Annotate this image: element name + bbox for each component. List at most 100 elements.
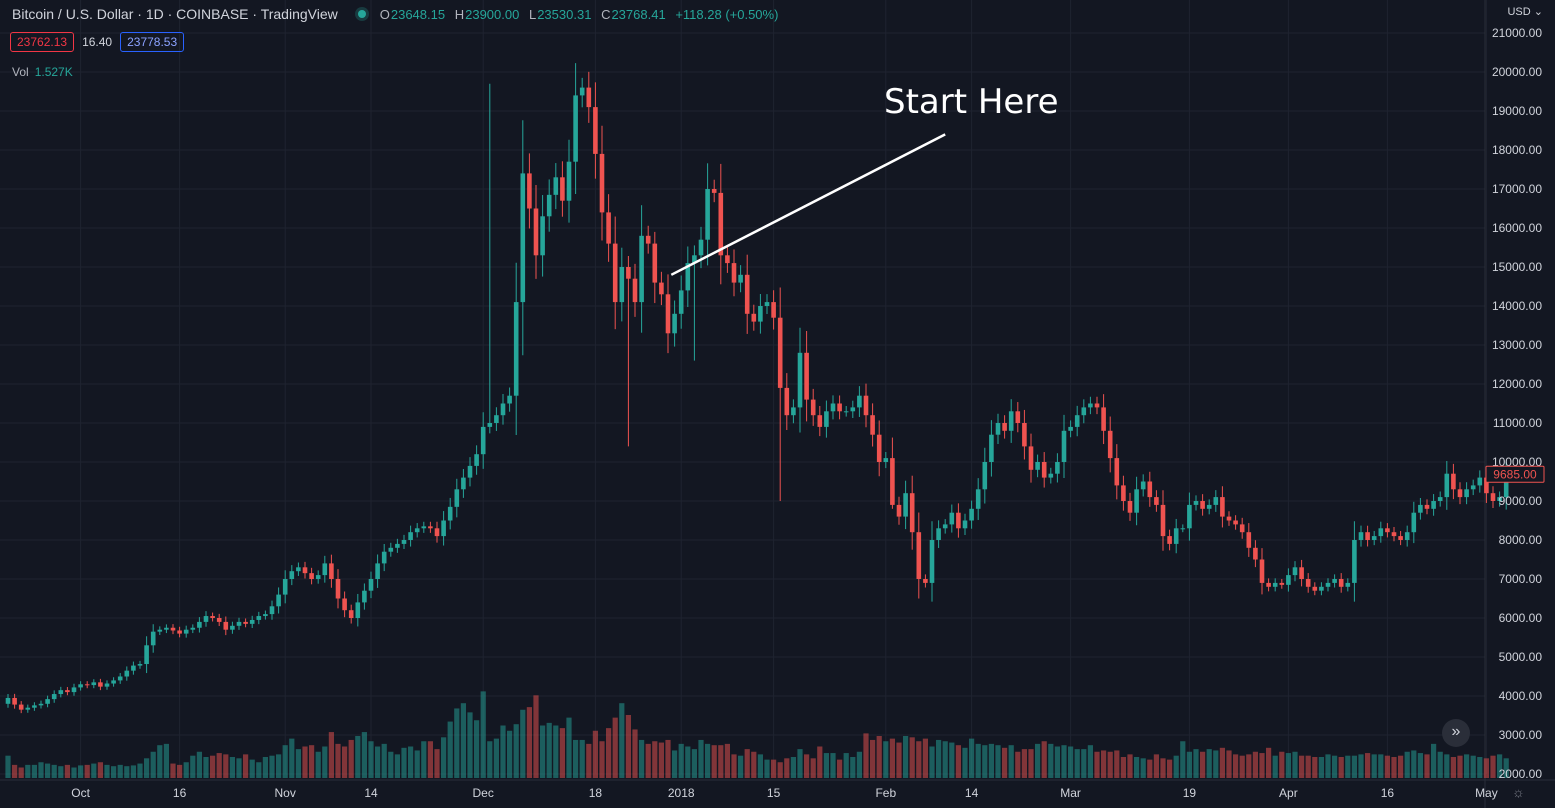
candle-body <box>368 579 374 591</box>
volume-bar <box>1101 750 1107 778</box>
candle-body <box>1239 524 1245 533</box>
volume-bar <box>282 745 288 778</box>
candle-body <box>593 107 598 154</box>
candle-body <box>725 255 730 264</box>
candle-body <box>170 627 176 631</box>
volume-bar <box>1173 755 1179 778</box>
volume-bar <box>526 707 532 778</box>
volume-bar <box>1048 743 1054 778</box>
volume-bar <box>460 703 466 778</box>
sell-price-button[interactable]: 23762.13 <box>10 32 75 52</box>
volume-bar <box>342 746 348 778</box>
volume-bar <box>269 755 275 778</box>
volume-bar <box>1226 750 1232 778</box>
candle-body <box>1332 579 1337 583</box>
candle-body <box>348 610 354 618</box>
volume-bar <box>1200 751 1206 778</box>
volume-bar <box>421 741 427 778</box>
candle-body <box>962 520 968 529</box>
volume-bar <box>1431 743 1437 778</box>
time-axis: Oct 16 Nov 14 Dec 18 2018 15 Feb 14 Mar 19 Apr 16 May <box>71 786 1497 800</box>
volume-bar <box>817 746 823 778</box>
candle-body <box>263 614 268 617</box>
volume-bar <box>975 743 981 778</box>
candle-body <box>150 631 156 646</box>
candle-body <box>1028 446 1034 470</box>
volume-bar <box>58 766 64 778</box>
volume-bar <box>1134 757 1140 778</box>
candle-body <box>665 294 671 334</box>
candle-body <box>58 690 64 695</box>
symbol-title[interactable]: Bitcoin / U.S. Dollar · 1D · COINBASE · … <box>12 6 338 22</box>
candle-body <box>401 540 407 544</box>
price-tick-label: 19000.00 <box>1492 104 1542 118</box>
candle-body <box>1101 407 1106 431</box>
volume-bar <box>1068 746 1074 778</box>
candle-body <box>1266 582 1271 587</box>
candle-body <box>843 411 849 413</box>
volume-bar <box>540 725 546 778</box>
volume-bar <box>1345 755 1351 778</box>
close-value: 23768.41 <box>611 6 666 22</box>
annotation-line <box>670 133 946 276</box>
candle-body <box>718 192 724 256</box>
candle-body <box>744 274 750 314</box>
candle-body <box>507 395 512 404</box>
candle-body <box>599 153 605 213</box>
volume-bar <box>124 766 130 778</box>
volume-bar <box>454 708 460 778</box>
price-tick-label: 9000.00 <box>1499 494 1543 508</box>
volume-bar <box>1279 751 1285 778</box>
volume-bar <box>130 765 136 778</box>
volume-bar <box>223 754 229 778</box>
candle-body <box>269 606 275 615</box>
candle-body <box>1107 430 1113 459</box>
candle-body <box>1424 504 1430 509</box>
volume-bar <box>117 764 123 778</box>
candle-body <box>230 625 235 630</box>
high-label: H <box>454 6 465 22</box>
volume-bar <box>236 758 242 778</box>
gear-icon[interactable]: ☼ <box>1512 784 1525 800</box>
time-tick-label: 19 <box>1183 786 1197 800</box>
currency-selector[interactable]: USD ⌄ <box>1507 5 1543 18</box>
candle-body <box>1437 497 1443 501</box>
volume-bar <box>441 737 447 778</box>
volume-legend: Vol 1.527K <box>12 65 73 79</box>
volume-bar <box>474 720 480 778</box>
candle-body <box>494 415 499 423</box>
volume-bar <box>104 764 110 778</box>
annotation-text[interactable]: Start Here <box>884 82 1059 122</box>
volume-bar <box>639 739 645 778</box>
candle-body <box>553 177 559 195</box>
volume-bar <box>1292 751 1298 778</box>
volume-bar <box>1332 755 1338 778</box>
volume-bar <box>936 739 942 778</box>
candle-body <box>487 423 493 427</box>
candle-body <box>1272 582 1278 587</box>
volume-bar <box>1464 754 1470 778</box>
volume-bar <box>493 738 499 778</box>
candle-body <box>1140 481 1146 490</box>
price-axis: 2000.00 3000.00 4000.00 5000.00 6000.00 7000.… <box>1492 26 1542 781</box>
open-label: O <box>379 6 390 22</box>
volume-bar <box>322 746 328 778</box>
scroll-to-realtime-icon[interactable]: » <box>1442 719 1470 747</box>
volume-bar <box>559 728 565 778</box>
candle-body <box>467 465 473 478</box>
volume-bar <box>606 728 612 778</box>
volume-bar <box>447 721 453 778</box>
volume-bar <box>1483 758 1489 778</box>
volume-bar <box>1160 758 1166 778</box>
candle-body <box>1022 423 1027 447</box>
volume-bar <box>744 749 750 778</box>
price-tick-label: 11000.00 <box>1493 416 1542 430</box>
candle-body <box>1338 579 1344 587</box>
volume-bar <box>144 758 150 778</box>
volume-bar <box>553 725 559 778</box>
market-status-dot <box>357 10 366 18</box>
candle-body <box>777 317 783 388</box>
buy-price-button[interactable]: 23778.53 <box>120 32 185 52</box>
volume-bar <box>942 741 948 778</box>
